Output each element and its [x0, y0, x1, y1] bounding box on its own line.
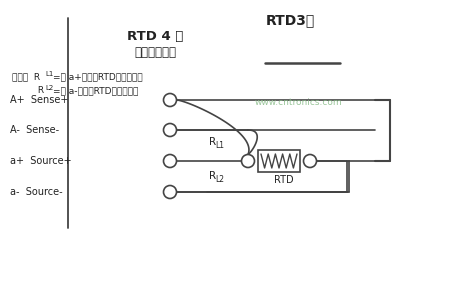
- Circle shape: [163, 185, 177, 198]
- Text: =从 a+端子到RTD的导线电阻: =从 a+端子到RTD的导线电阻: [53, 72, 143, 81]
- Text: RTD 4 线: RTD 4 线: [127, 30, 183, 43]
- Text: =从 a-端子到RTD的导线电阻: =从 a-端子到RTD的导线电阻: [53, 86, 138, 95]
- Text: R: R: [209, 171, 216, 181]
- Text: RTD3线: RTD3线: [265, 13, 315, 27]
- Text: A-  Sense-: A- Sense-: [10, 125, 59, 135]
- Circle shape: [163, 155, 177, 168]
- Circle shape: [303, 155, 317, 168]
- Text: L1: L1: [215, 141, 224, 150]
- Text: R: R: [209, 137, 216, 147]
- Bar: [258, 150, 300, 172]
- Circle shape: [163, 124, 177, 136]
- Text: 注意：  R: 注意： R: [12, 72, 40, 81]
- Text: a-  Source-: a- Source-: [10, 187, 63, 197]
- Text: R: R: [12, 86, 44, 95]
- Text: L2: L2: [45, 85, 53, 91]
- Text: （精度最高）: （精度最高）: [134, 46, 176, 59]
- Circle shape: [163, 94, 177, 107]
- Text: L1: L1: [45, 71, 53, 77]
- Text: www.cntronics.com: www.cntronics.com: [255, 98, 342, 107]
- Text: a+  Source+: a+ Source+: [10, 156, 72, 166]
- Text: L2: L2: [215, 175, 224, 184]
- Text: RTD: RTD: [274, 175, 294, 185]
- Circle shape: [242, 155, 254, 168]
- Text: A+  Sense+: A+ Sense+: [10, 95, 68, 105]
